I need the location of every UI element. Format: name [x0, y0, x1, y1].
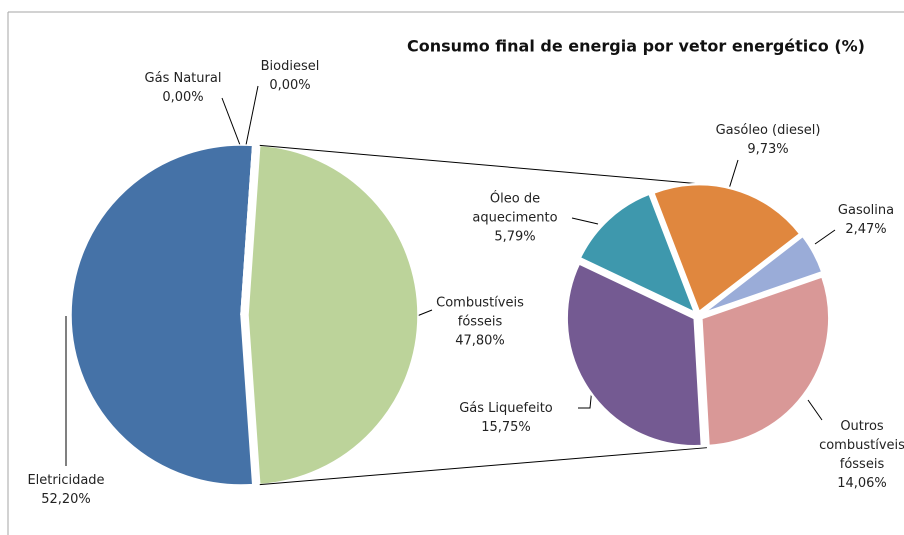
chart-title: Consumo final de energia por vetor energ… [407, 36, 865, 56]
leader-line [221, 97, 241, 146]
data-label: Gás Natural 0,00% [145, 69, 222, 107]
connector-line [259, 144, 703, 185]
category-label: Eletricidade [27, 473, 105, 488]
pie-slice [700, 274, 831, 448]
value-label: 0,00% [162, 90, 204, 105]
data-label: Gasolina 2,47% [838, 201, 894, 239]
category-label: Gasóleo (diesel) [715, 123, 821, 138]
category-label: Outros combustíveis fósseis [819, 419, 904, 472]
leader-line [245, 85, 259, 146]
pie-slice [70, 144, 254, 486]
value-label: 2,47% [845, 222, 887, 237]
pie-slice [247, 144, 419, 486]
pie-slice [700, 234, 825, 316]
data-label: Eletricidade 52,20% [27, 471, 104, 509]
connector-line [259, 447, 707, 486]
data-label: Óleo de aquecimento 5,79% [472, 190, 557, 247]
value-label: 47,80% [455, 333, 505, 349]
pie-slice [565, 261, 704, 448]
value-label: 0,00% [269, 78, 311, 93]
data-label: Combustíveis fósseis 47,80% [436, 294, 524, 351]
data-label: Biodiesel 0,00% [261, 57, 320, 95]
pie-slice [240, 145, 254, 316]
value-label: 5,79% [494, 229, 536, 245]
data-label: Gás Liquefeito 15,75% [459, 399, 553, 437]
leader-line [571, 217, 599, 225]
leader-line [814, 229, 836, 245]
value-label: 15,75% [481, 420, 531, 435]
category-label: Gasolina [837, 203, 895, 218]
leader-line [807, 399, 823, 421]
pie-slice [577, 191, 698, 316]
category-label: Gás Natural [144, 71, 222, 86]
category-label: Gás Liquefeito [459, 401, 553, 416]
data-label: Gasóleo (diesel) 9,73% [716, 121, 821, 159]
category-label: Combustíveis fósseis [436, 295, 524, 330]
data-label: Outros combustíveis fósseis 14,06% [819, 417, 904, 493]
pie-slice [651, 182, 803, 315]
category-label: Biodiesel [260, 59, 320, 74]
value-label: 14,06% [837, 476, 887, 491]
value-label: 9,73% [747, 142, 789, 157]
category-label: Óleo de aquecimento [472, 191, 558, 226]
value-label: 52,20% [41, 492, 91, 507]
